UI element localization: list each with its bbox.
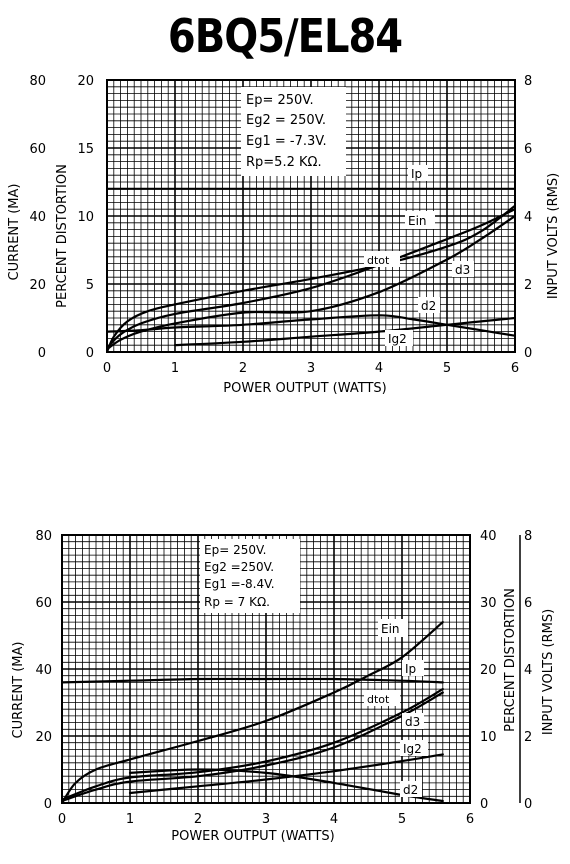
- chart-bottom-label-d2: d2: [403, 783, 418, 797]
- chart-top-label-ig2: Ig2: [388, 332, 407, 346]
- chart-bottom-condition-rp: Rp = 7 KΩ.: [204, 595, 270, 609]
- chart-bottom-series-labels: Ein Ip dtot d3 Ig2 d2: [364, 619, 428, 797]
- chart-bottom-axis0-tick-label: 60: [35, 596, 52, 611]
- chart-top-axis0-tick-label: 40: [29, 210, 46, 225]
- chart-top-distortion-axis-label: PERCENT DISTORTION: [55, 164, 70, 308]
- chart-bottom-label-ein: Ein: [381, 622, 400, 636]
- chart-bottom-series-ig2: [128, 753, 444, 795]
- chart-bottom-x-axis-label: POWER OUTPUT (WATTS): [171, 829, 335, 844]
- chart-bottom-condition-eg2: Eg2 =250V.: [204, 560, 274, 574]
- chart-bottom-conditions-box: Ep= 250V. Eg2 =250V. Eg1 =-8.4V. Rp = 7 …: [200, 539, 300, 613]
- chart-top-series-ein: [107, 204, 515, 352]
- chart-top-x-axis-label: POWER OUTPUT (WATTS): [223, 381, 387, 396]
- chart-top-series-d2: [107, 314, 515, 337]
- chart-bottom-plot-frame: [61, 534, 471, 804]
- chart-top-axis1-tick-label: 20: [77, 74, 94, 89]
- chart-top-condition-ep: Ep= 250V.: [246, 93, 314, 108]
- chart-bottom-label-ig2: Ig2: [403, 742, 422, 756]
- chart-top-conditions-box: Ep= 250V. Eg2 = 250V. Eg1 = -7.3V. Rp=5.…: [241, 87, 346, 176]
- chart-bottom-x-tick-label: 2: [194, 812, 202, 827]
- chart-top-condition-eg2: Eg2 = 250V.: [246, 113, 326, 128]
- chart-top-series-dtot: [107, 208, 515, 349]
- chart-bottom-axis0-tick-label: 40: [35, 663, 52, 678]
- chart-top-label-d3: d3: [455, 263, 470, 277]
- chart-bottom-axis1-tick-label: 40: [480, 529, 497, 544]
- chart-bottom-axis1-tick-label: 20: [480, 663, 497, 678]
- chart-bottom-current-axis-label: CURRENT (MA): [11, 642, 26, 739]
- chart-top-x-tick-label: 0: [103, 361, 111, 376]
- chart-top-label-d2: d2: [421, 299, 436, 313]
- chart-bottom-distortion-axis-label: PERCENT DISTORTION: [503, 588, 518, 732]
- chart-top-series-d3: [107, 214, 515, 351]
- chart-top-series: [107, 187, 515, 352]
- chart-bottom-input-volts-axis-label: INPUT VOLTS (RMS): [541, 609, 556, 735]
- chart-top-x-tick-label: 1: [171, 361, 179, 376]
- chart-bottom-label-ip: Ip: [405, 662, 416, 676]
- chart-bottom-axis2-tick-label: 8: [524, 529, 532, 544]
- chart-top-label-ein: Ein: [408, 214, 427, 228]
- chart-bottom-axis0-tick-label: 20: [35, 730, 52, 745]
- page-title: 6BQ5/EL84: [167, 10, 403, 64]
- chart-top-input-volts-axis-label: INPUT VOLTS (RMS): [546, 173, 561, 299]
- chart-bottom-series-ip: [62, 677, 444, 684]
- chart-top-x-tick-label: 6: [511, 361, 519, 376]
- chart-bottom-axis1-tick-label: 10: [480, 730, 497, 745]
- chart-bottom-series-dtot: [62, 688, 444, 801]
- chart-top-x-tick-label: 2: [239, 361, 247, 376]
- chart-bottom-x-tick-label: 3: [262, 812, 270, 827]
- chart-top-series-ig2: [173, 316, 515, 347]
- chart-bottom-condition-eg1: Eg1 =-8.4V.: [204, 577, 275, 591]
- chart-top-condition-rp: Rp=5.2 KΩ.: [246, 155, 322, 170]
- chart-top-axis2-tick-label: 8: [524, 74, 532, 89]
- chart-top-current-axis-label: CURRENT (MA): [7, 184, 22, 281]
- chart-top-axis1-tick-label: 10: [77, 210, 94, 225]
- chart-top-axis1-tick-label: 5: [86, 278, 94, 293]
- chart-bottom-axis2-tick-label: 4: [524, 663, 532, 678]
- chart-bottom-axis0-tick-label: 80: [35, 529, 52, 544]
- chart-bottom-x-tick-label: 0: [58, 812, 66, 827]
- chart-bottom-axis0-tick-label: 0: [44, 797, 52, 812]
- chart-bottom-axis1-tick-label: 0: [480, 797, 488, 812]
- chart-top-axis2-tick-label: 0: [524, 346, 532, 361]
- chart-bottom-x-tick-label: 6: [466, 812, 474, 827]
- chart-top-label-dtot: dtot: [367, 254, 390, 267]
- chart-bottom-label-d3: d3: [405, 715, 420, 729]
- chart-bottom-label-dtot: dtot: [367, 693, 390, 706]
- chart-bottom-axis2-tick-label: 6: [524, 596, 532, 611]
- chart-top-axis2-tick-label: 2: [524, 278, 532, 293]
- chart-bottom-condition-ep: Ep= 250V.: [204, 543, 266, 557]
- chart-top-axis2-tick-label: 4: [524, 210, 532, 225]
- chart-top-x-tick-label: 3: [307, 361, 315, 376]
- chart-top-axis0-tick-label: 60: [29, 142, 46, 157]
- chart-top-axis0-tick-label: 80: [29, 74, 46, 89]
- chart-bottom-axis2-tick-label: 2: [524, 730, 532, 745]
- chart-top-x-tick-label: 5: [443, 361, 451, 376]
- chart-top-label-ip: Ip: [411, 167, 422, 181]
- chart-bottom-axis1-tick-label: 30: [480, 596, 497, 611]
- chart-top-axis1-tick-label: 15: [77, 142, 94, 157]
- chart-bottom-axis2-tick-label: 0: [524, 797, 532, 812]
- chart-top-condition-eg1: Eg1 = -7.3V.: [246, 134, 327, 149]
- chart-top-axis2-tick-label: 6: [524, 142, 532, 157]
- chart-top-axis0-tick-label: 0: [38, 346, 46, 361]
- chart-top-axis1-tick-label: 0: [86, 346, 94, 361]
- chart-bottom-series-ein: [62, 621, 444, 803]
- chart-top-x-tick-label: 4: [375, 361, 383, 376]
- chart-top-series-labels: Ip Ein dtot d3 d2 Ig2: [364, 165, 474, 346]
- chart-top-axis0-tick-label: 20: [29, 278, 46, 293]
- chart-bottom-x-tick-label: 1: [126, 812, 134, 827]
- chart-bottom-x-tick-label: 5: [398, 812, 406, 827]
- chart-bottom-x-tick-label: 4: [330, 812, 338, 827]
